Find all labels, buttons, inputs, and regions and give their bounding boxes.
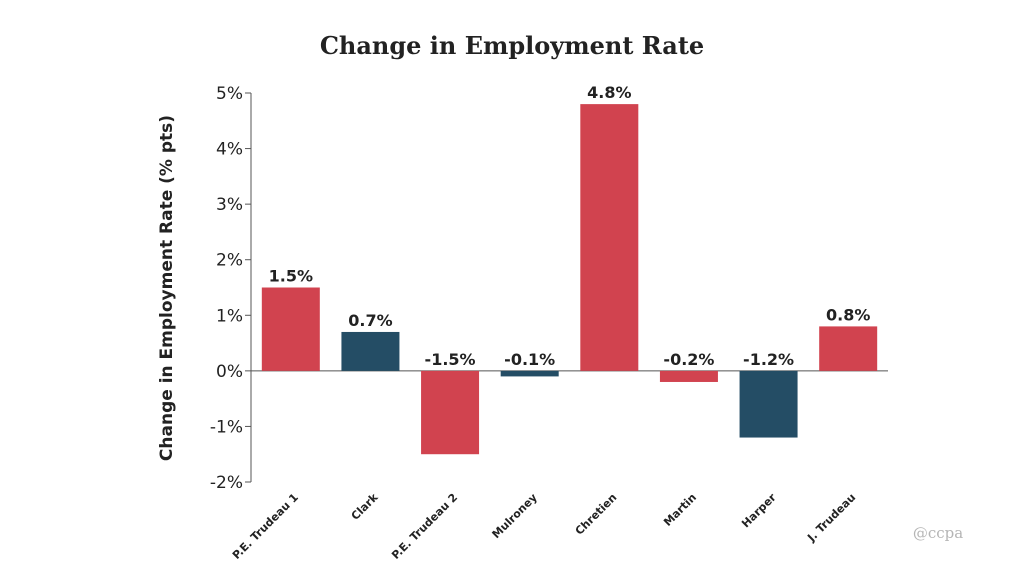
x-tick-label: P.E. Trudeau 2 — [389, 491, 460, 562]
bar — [819, 326, 878, 371]
data-label: 1.5% — [269, 267, 313, 286]
x-tick-label: Clark — [349, 490, 381, 522]
data-label: -0.1% — [504, 350, 555, 369]
x-axis: P.E. Trudeau 1 Clark P.E. Trudeau 2 Mulrone… — [230, 490, 858, 561]
chart-title: Change in Employment Rate — [320, 31, 704, 60]
data-label: -1.5% — [425, 350, 476, 369]
data-label: -1.2% — [743, 350, 794, 369]
bar — [341, 331, 400, 371]
bar — [421, 370, 480, 455]
y-tick-label: 0% — [216, 362, 243, 382]
bar — [261, 287, 320, 371]
y-tick-label: 1% — [216, 306, 243, 326]
x-tick-label: Mulroney — [490, 491, 540, 541]
y-tick-label: -1% — [210, 417, 243, 437]
data-label: 0.8% — [826, 305, 870, 324]
bar — [580, 104, 639, 371]
y-tick-label: 5% — [216, 84, 243, 104]
bars — [261, 104, 878, 455]
data-label: 0.7% — [348, 311, 392, 330]
x-tick-label: Chretien — [573, 491, 620, 538]
y-tick-label: 4% — [216, 140, 243, 160]
y-tick-label: 3% — [216, 195, 243, 215]
x-tick-label: J. Trudeau — [804, 491, 858, 545]
x-tick-label: Martin — [661, 491, 699, 529]
bar — [500, 370, 559, 377]
bar — [739, 370, 798, 438]
data-labels: 1.5% 0.7% -1.5% -0.1% 4.8% -0.2% -1.2% 0.8% — [269, 83, 871, 369]
y-tick-label: 2% — [216, 251, 243, 271]
bar — [659, 370, 718, 382]
data-label: -0.2% — [663, 350, 714, 369]
data-label: 4.8% — [587, 83, 631, 102]
ccpa-watermark: @ccpa — [913, 524, 963, 542]
x-tick-label: Harper — [739, 491, 779, 531]
x-tick-label: P.E. Trudeau 1 — [230, 491, 301, 562]
y-tick-label: -2% — [210, 473, 243, 493]
y-axis-label: Change in Employment Rate (% pts) — [157, 115, 177, 461]
